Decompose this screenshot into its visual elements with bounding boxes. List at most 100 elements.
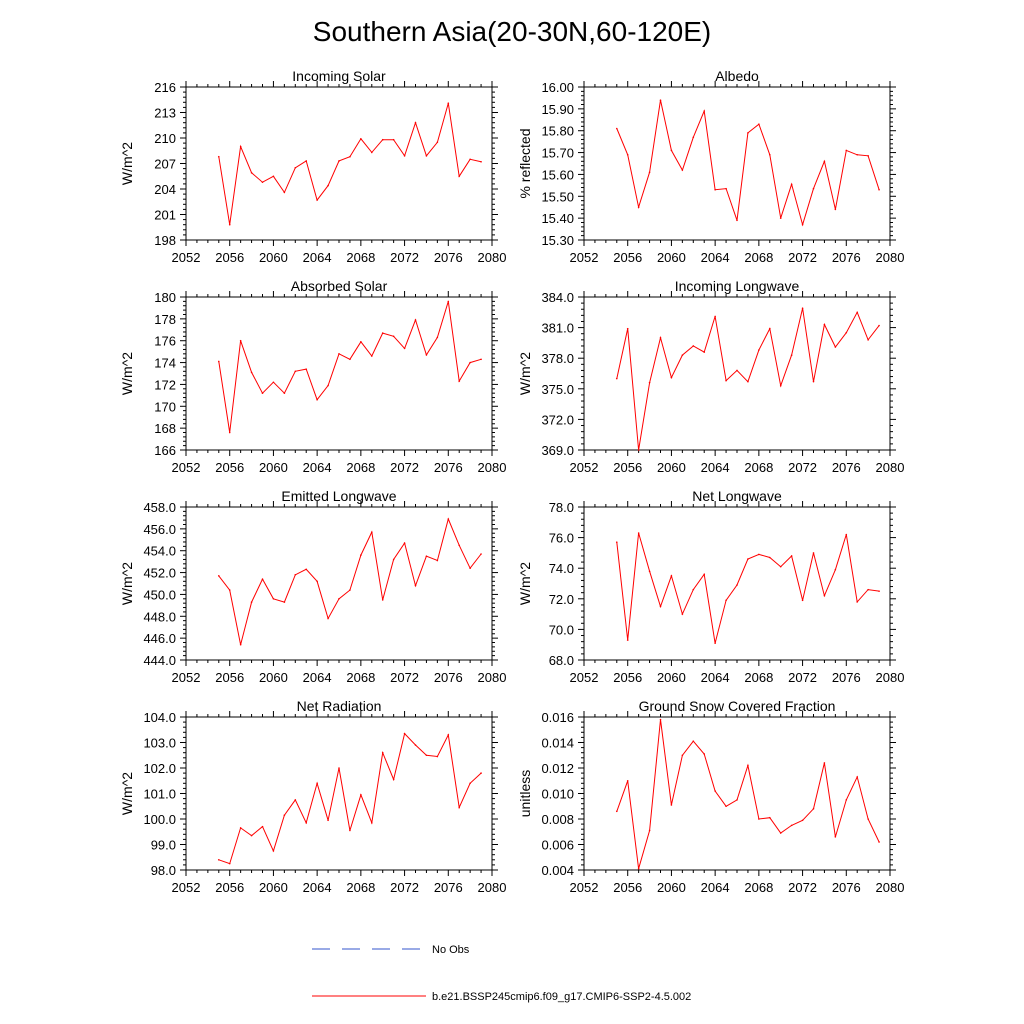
data-point (349, 155, 351, 158)
data-point (272, 598, 275, 600)
data-point (681, 169, 684, 171)
panel-4: Incoming Longwave 2052 2056 2060 2064 2068 207… (517, 278, 904, 475)
data-point (681, 754, 684, 757)
data-point (812, 380, 815, 383)
data-point (283, 814, 286, 816)
x-tick-label: 2076 (832, 880, 861, 895)
x-tick-label: 2068 (744, 880, 773, 895)
data-point (480, 358, 482, 361)
data-point (637, 449, 640, 451)
x-tick-label: 2056 (215, 880, 244, 895)
x-tick-label: 2064 (303, 250, 332, 265)
y-tick-label: 102.0 (143, 761, 176, 776)
panel-1: Incoming Solar 2052 2056 2060 2064 2068 2072 20… (119, 68, 506, 265)
data-point (305, 368, 308, 370)
data-point (790, 183, 793, 186)
data-point (659, 605, 662, 608)
data-point (403, 347, 406, 350)
data-point (239, 339, 242, 342)
x-tick-label: 2064 (701, 250, 730, 265)
x-tick-label: 2072 (390, 670, 419, 685)
panel-title: Net Longwave (692, 488, 782, 504)
data-point (758, 123, 760, 125)
y-tick-label: 216 (154, 80, 176, 95)
x-tick-label: 2052 (570, 880, 599, 895)
main-title: Southern Asia(20-30N,60-120E) (313, 16, 711, 47)
x-tick-label: 2076 (832, 250, 861, 265)
data-point (867, 818, 869, 820)
y-tick-label: 15.90 (541, 102, 574, 117)
data-point (228, 223, 231, 226)
x-tick-label: 2052 (570, 250, 599, 265)
data-point (261, 181, 264, 183)
data-point (283, 191, 286, 194)
x-tick-label: 2060 (259, 880, 288, 895)
y-tick-label: 15.60 (541, 167, 574, 182)
data-point (458, 544, 461, 547)
data-point (692, 740, 695, 743)
y-tick-label: 76.0 (549, 531, 574, 546)
y-tick-label: 0.016 (541, 710, 574, 725)
data-point (480, 161, 482, 163)
data-point (648, 171, 651, 174)
data-point (403, 155, 406, 157)
y-tick-label: 15.70 (541, 146, 574, 161)
x-tick-label: 2068 (744, 460, 773, 475)
x-tick-label: 2076 (434, 250, 463, 265)
data-point (878, 188, 880, 191)
data-point (681, 354, 684, 356)
x-tick-label: 2052 (172, 460, 201, 475)
data-point (626, 153, 629, 156)
x-tick-label: 2068 (346, 460, 375, 475)
data-point (480, 772, 482, 774)
x-tick-label: 2072 (788, 670, 817, 685)
data-point (228, 862, 231, 865)
data-point (316, 199, 318, 201)
y-tick-label: 68.0 (549, 653, 574, 668)
data-point (834, 208, 837, 211)
x-tick-label: 2072 (788, 880, 817, 895)
x-tick-label: 2064 (701, 460, 730, 475)
data-point (736, 584, 738, 586)
data-point (294, 166, 297, 169)
x-tick-label: 2068 (346, 670, 375, 685)
data-point (659, 99, 662, 101)
data-point (360, 138, 362, 140)
x-tick-label: 2072 (788, 250, 817, 265)
x-tick-label: 2080 (876, 670, 905, 685)
data-point (436, 755, 439, 758)
x-tick-label: 2056 (215, 460, 244, 475)
data-point (272, 381, 275, 384)
y-tick-label: 70.0 (549, 622, 574, 637)
data-point (327, 617, 329, 620)
x-tick-label: 2072 (390, 250, 419, 265)
data-point (403, 542, 406, 544)
data-point (681, 613, 684, 615)
data-point (659, 337, 662, 339)
data-point (338, 598, 340, 600)
data-point (867, 339, 869, 341)
data-point (692, 588, 695, 591)
data-point (703, 110, 706, 112)
x-tick-label: 2056 (613, 880, 642, 895)
y-tick-label: 15.30 (541, 233, 574, 248)
data-point (316, 782, 318, 785)
y-tick-label: 98.0 (151, 863, 176, 878)
y-tick-label: 99.0 (151, 838, 176, 853)
y-tick-label: 0.006 (541, 838, 574, 853)
data-point (436, 559, 439, 562)
x-tick-label: 2052 (570, 670, 599, 685)
data-point (856, 776, 859, 778)
data-point (812, 552, 815, 554)
legend-model-label: b.e21.BSSP245cmip6.f09_g17.CMIP6-SSP2-4.… (432, 991, 691, 1003)
y-tick-label: 178 (154, 312, 176, 327)
x-tick-label: 2068 (744, 250, 773, 265)
data-point (670, 149, 673, 152)
y-tick-label: 456.0 (143, 522, 176, 537)
data-point (272, 850, 275, 852)
data-point (834, 568, 837, 571)
data-point (403, 732, 406, 735)
data-point (217, 575, 220, 577)
y-tick-label: 378.0 (541, 351, 574, 366)
data-point (480, 553, 482, 555)
